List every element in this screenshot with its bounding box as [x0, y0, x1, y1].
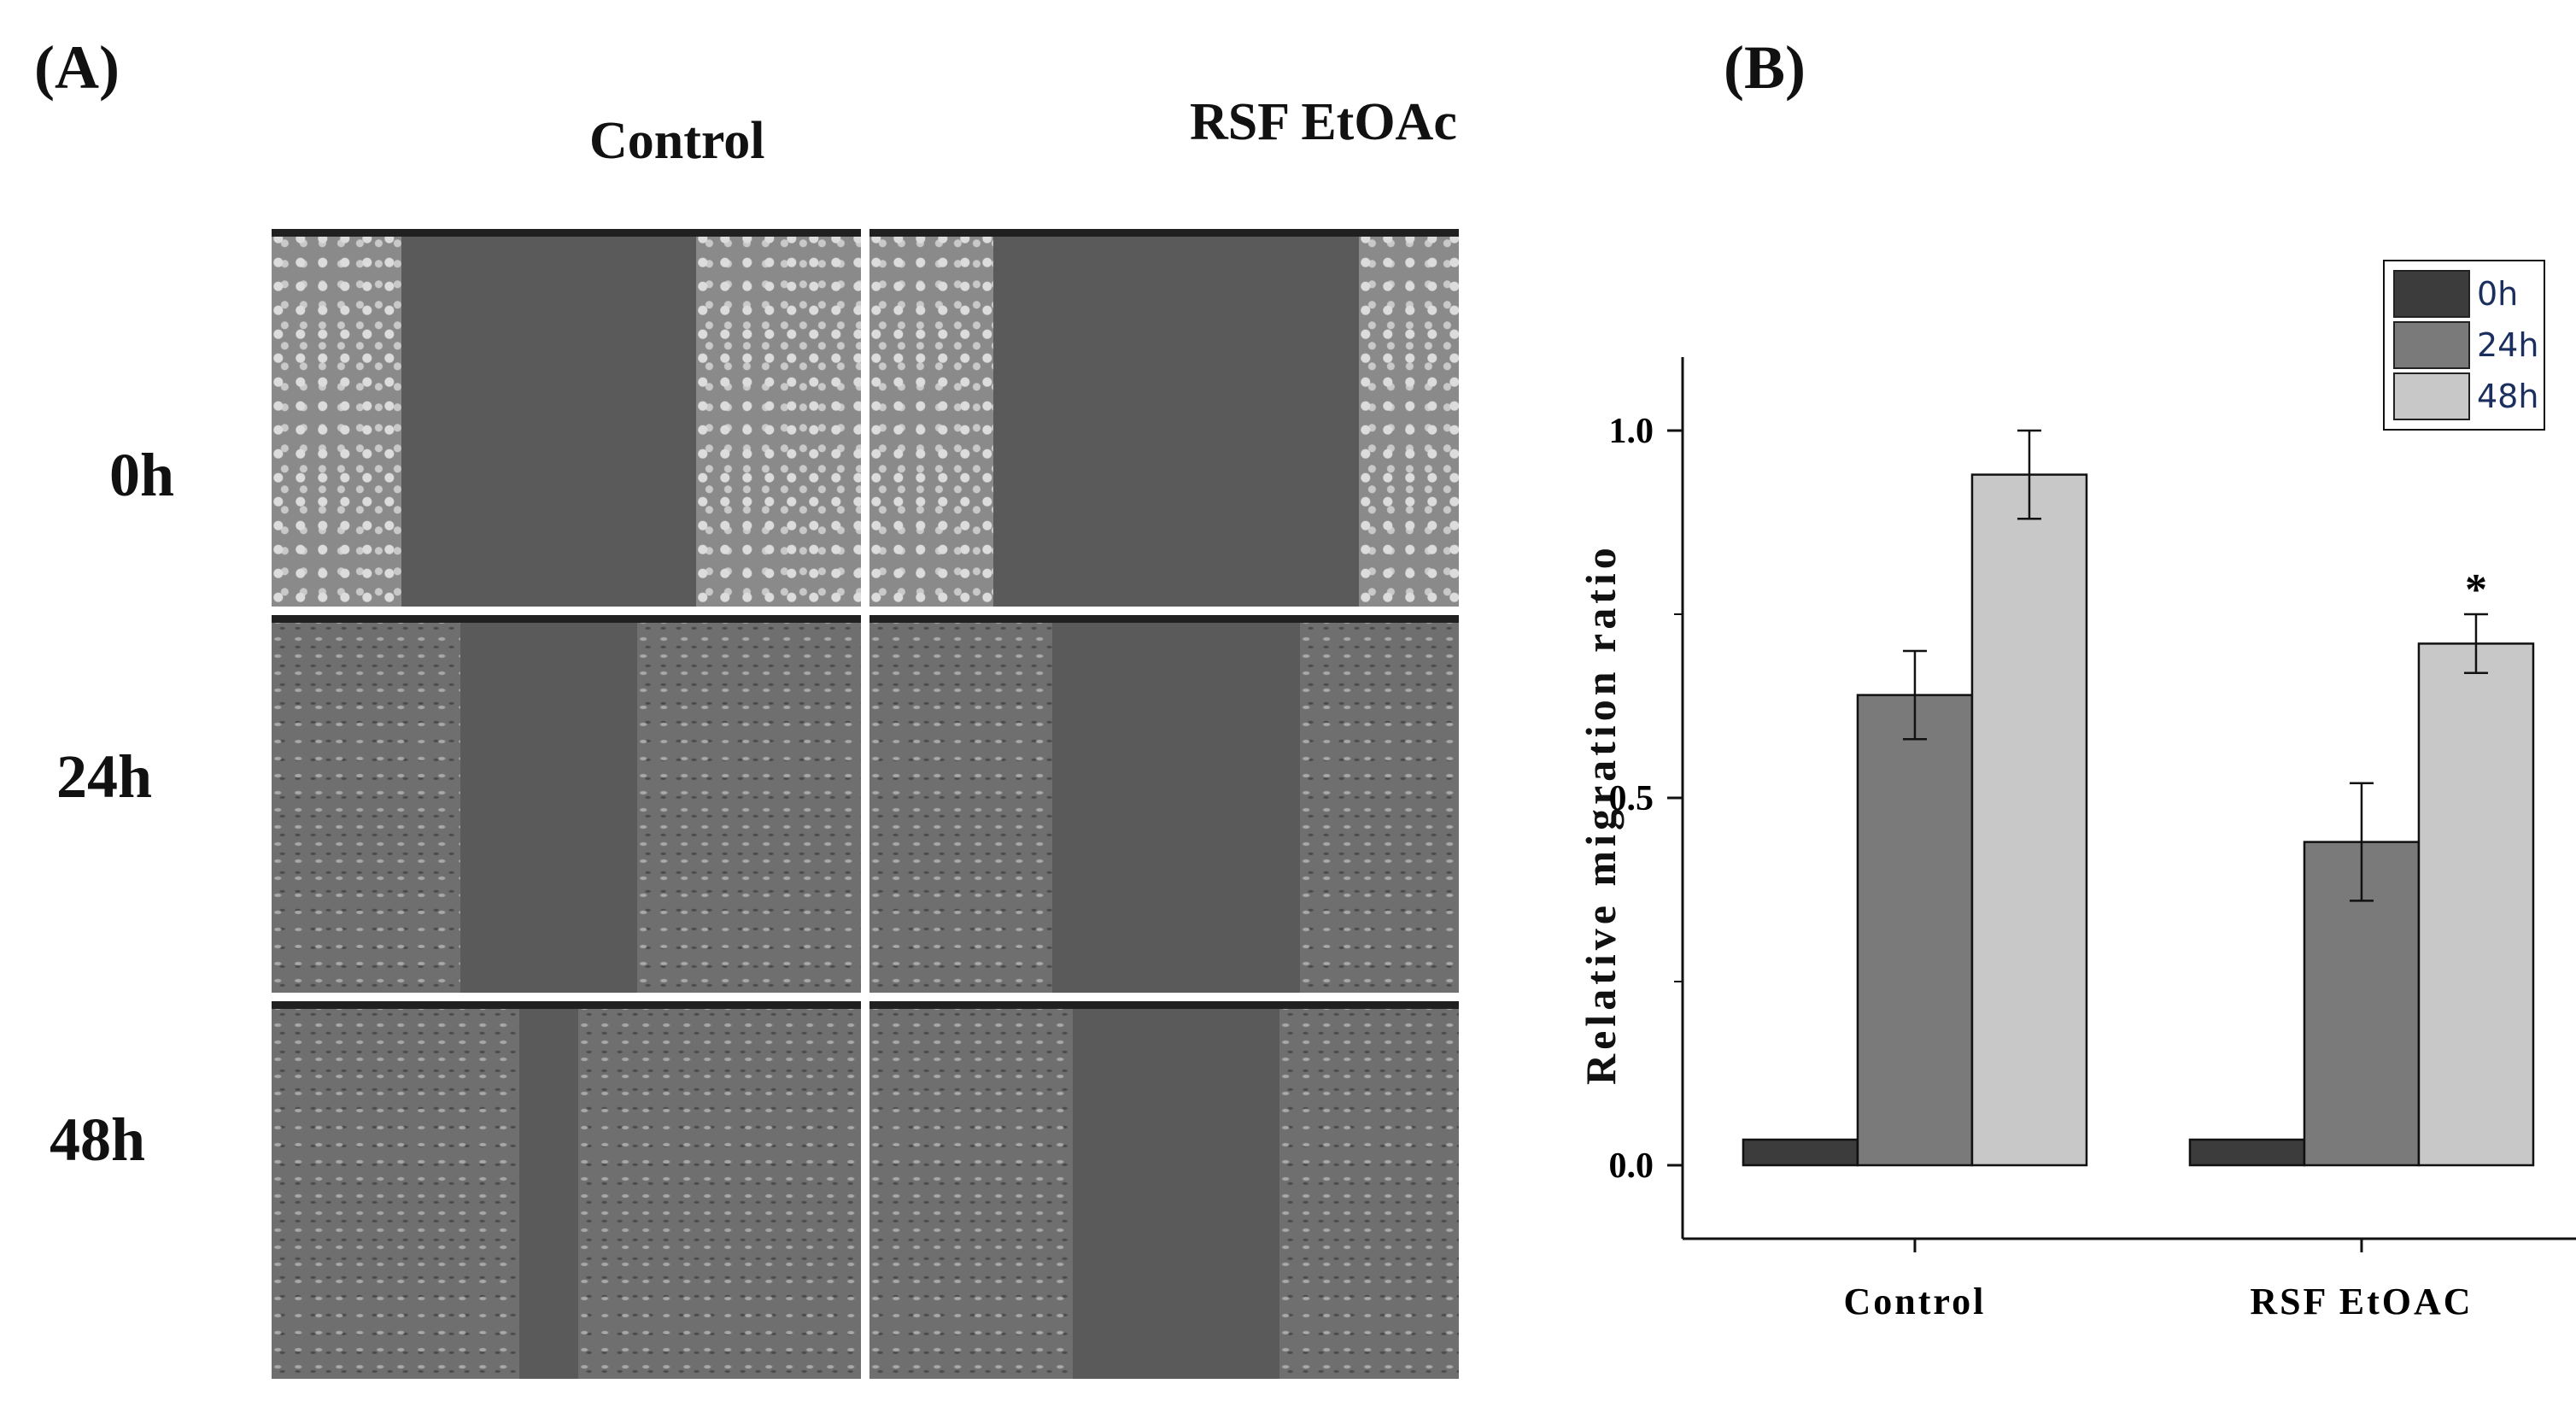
significance-marker: * [2465, 566, 2487, 614]
legend-swatch-48h [2393, 372, 2470, 420]
row-label-0h: 0h [109, 441, 175, 509]
cell-layer-right [1358, 229, 1459, 607]
legend-label-24h: 24h [2477, 326, 2539, 364]
wound-gap [992, 229, 1359, 607]
micrograph-title-bar [869, 1001, 1459, 1009]
cell-layer-left [272, 615, 460, 993]
wound-gap [1073, 1001, 1279, 1379]
bar-rsf-etoac-48h [2417, 642, 2535, 1167]
bar-control-48h [1970, 473, 2088, 1167]
cell-layer-right [1279, 1001, 1459, 1379]
panel-b-label: (B) [1724, 33, 1806, 102]
x-tick-label-0: Control [1844, 1281, 1987, 1322]
legend-item-48h: 48h [2393, 372, 2538, 420]
cell-layer-left [272, 1001, 519, 1379]
bar-base-rsf-etoac-0h [2188, 1138, 2306, 1167]
column-label-rsf-etoac: RSF EtOAc [1190, 93, 1457, 151]
micrograph-48h-control [272, 1001, 861, 1379]
cell-layer-right [636, 615, 861, 993]
cell-layer-right [1299, 615, 1459, 993]
migration-bar-chart: 0.0 0.5 1.0 Control * RSF EtOAC [1609, 357, 2576, 1322]
micrograph-0h-control [272, 229, 861, 607]
micrograph-24h-rsf-etoac [869, 615, 1459, 993]
micrograph-0h-rsf-etoac [869, 229, 1459, 607]
micrograph-title-bar [869, 229, 1459, 237]
y-tick-label-2: 1.0 [1609, 412, 1654, 451]
legend-item-0h: 0h [2393, 270, 2518, 318]
legend-item-24h: 24h [2393, 321, 2538, 369]
micrograph-24h-control [272, 615, 861, 993]
micrograph-48h-rsf-etoac [869, 1001, 1459, 1379]
micrograph-title-bar [272, 229, 861, 237]
cell-layer-left [869, 229, 993, 607]
wound-gap [460, 615, 637, 993]
bar-control-24h [1856, 694, 1974, 1167]
legend-label-0h: 0h [2477, 275, 2519, 313]
micrograph-title-bar [869, 615, 1459, 623]
y-tick-label-1: 0.5 [1609, 779, 1654, 818]
y-tick-label-0: 0.0 [1609, 1146, 1654, 1186]
microscopy-image-grid [272, 229, 1459, 1379]
chart-legend: 0h 24h 48h [2383, 260, 2545, 431]
row-label-48h: 48h [50, 1105, 146, 1174]
wound-gap [401, 229, 696, 607]
panel-a-label: (A) [34, 33, 120, 102]
column-label-control: Control [589, 112, 765, 170]
row-label-24h: 24h [56, 742, 153, 811]
legend-swatch-24h [2393, 321, 2470, 369]
wound-gap [1051, 615, 1300, 993]
cell-layer-left [869, 1001, 1074, 1379]
micrograph-title-bar [272, 1001, 861, 1009]
wound-gap [518, 1001, 578, 1379]
cell-layer-left [869, 615, 1052, 993]
legend-swatch-0h [2393, 270, 2470, 318]
bar-base-control-0h [1742, 1138, 1859, 1167]
legend-label-48h: 48h [2477, 378, 2539, 415]
cell-layer-right [695, 229, 861, 607]
cell-layer-left [272, 229, 401, 607]
cell-layer-right [577, 1001, 861, 1379]
x-tick-label-1: RSF EtOAC [2250, 1281, 2473, 1322]
micrograph-title-bar [272, 615, 861, 623]
